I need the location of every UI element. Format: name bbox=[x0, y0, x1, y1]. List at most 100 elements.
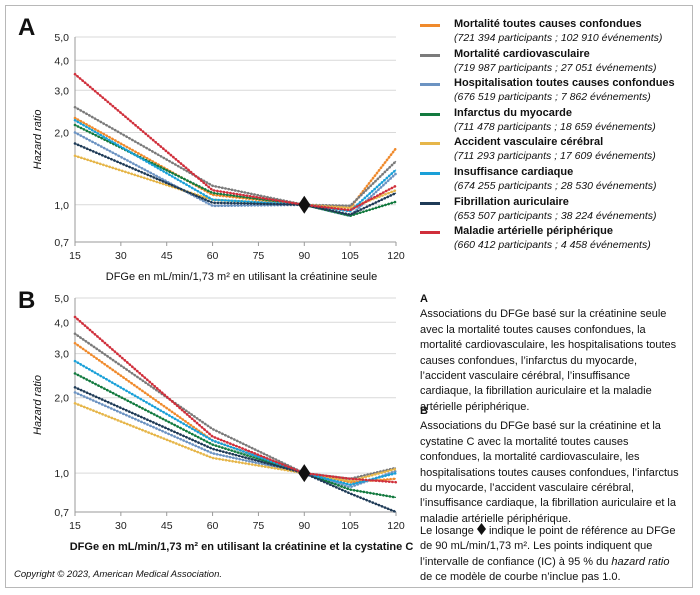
legend-item: Mortalité cardiovasculaire (719 987 parti… bbox=[412, 48, 684, 78]
legend-sub: (660 412 participants ; 4 458 événements… bbox=[454, 239, 651, 252]
reference-diamond bbox=[298, 464, 311, 483]
legend-item: Hospitalisation toutes causes confondues… bbox=[412, 77, 684, 107]
legend-name: Mortalité toutes causes confondues bbox=[454, 18, 642, 30]
chart-b: 0,7 1,0 2,0 3,0 4,0 5,0 15 30 45 60 75 90 105 120 Haza… bbox=[32, 293, 414, 553]
legend-item: Mortalité toutes causes confondues (721 3… bbox=[412, 18, 684, 48]
x-tick-label: 60 bbox=[207, 250, 219, 262]
x-tick-label: 30 bbox=[115, 250, 127, 262]
legend-name: Insuffisance cardiaque bbox=[454, 165, 574, 178]
y-tick-label: 0,7 bbox=[54, 507, 69, 519]
x-tick-label: 45 bbox=[161, 520, 173, 532]
note-diamond-before: Le losange bbox=[420, 525, 474, 537]
legend-item: Insuffisance cardiaque (674 255 participa… bbox=[412, 166, 684, 196]
x-tick-label: 15 bbox=[69, 250, 81, 262]
legend-sub: (676 519 participants ; 7 862 événements… bbox=[454, 91, 651, 104]
legend-sub: (721 394 participants ; 102 910 événemen… bbox=[454, 32, 663, 44]
x-tick-label: 120 bbox=[387, 520, 405, 532]
x-tick-label: 60 bbox=[207, 520, 219, 532]
series-dots bbox=[73, 315, 398, 484]
copyright: Copyright © 2023, American Medical Assoc… bbox=[14, 569, 223, 580]
series-line bbox=[73, 332, 398, 481]
series-line bbox=[73, 116, 398, 210]
y-tick-label: 5,0 bbox=[54, 293, 69, 305]
legend-name: Fibrillation auriculaire bbox=[454, 195, 569, 208]
note-diamond: Le losange indique le point de référence… bbox=[420, 523, 682, 586]
x-axis-label: DFGe en mL/min/1,73 m² en utilisant la c… bbox=[106, 271, 377, 283]
y-tick-label: 3,0 bbox=[54, 349, 69, 361]
series-dots bbox=[73, 386, 398, 514]
y-tick-label: 5,0 bbox=[54, 32, 69, 44]
y-tick-label: 0,7 bbox=[54, 237, 69, 249]
diamond-icon bbox=[476, 523, 486, 535]
legend-sub: (674 255 participants ; 28 530 événement… bbox=[454, 179, 657, 192]
legend-name: Hospitalisation toutes causes confondues bbox=[454, 77, 675, 90]
legend-swatch bbox=[420, 53, 440, 57]
legend: Mortalité toutes causes confondues (721 3… bbox=[412, 18, 684, 255]
legend-swatch bbox=[420, 83, 440, 87]
series-dots bbox=[73, 116, 398, 210]
note-diamond-end: de ce modèle de courbe n’inclue pas 1.0. bbox=[420, 571, 621, 584]
legend-name: Infarctus du myocarde bbox=[454, 106, 572, 119]
legend-sub: (711 293 participants ; 17 609 événement… bbox=[454, 150, 656, 163]
x-tick-label: 75 bbox=[253, 520, 265, 532]
x-tick-label: 15 bbox=[69, 520, 81, 532]
y-axis-label: Hazard ratio bbox=[32, 375, 44, 435]
y-tick-label: 2,0 bbox=[54, 393, 69, 405]
x-tick-label: 45 bbox=[161, 250, 173, 262]
series-line bbox=[73, 142, 398, 217]
x-axis-label: DFGe en mL/min/1,73 m² en utilisant la c… bbox=[70, 541, 414, 553]
x-tick-label: 90 bbox=[298, 250, 310, 262]
note-a: A Associations du DFGe basé sur la créat… bbox=[420, 292, 682, 415]
x-tick-label: 105 bbox=[341, 250, 359, 262]
legend-name: Accident vasculaire cérébral bbox=[454, 136, 604, 149]
x-tick-label: 120 bbox=[387, 250, 405, 262]
series-dots bbox=[73, 332, 398, 481]
note-b-head: B bbox=[420, 405, 428, 417]
note-diamond-italic: hazard ratio bbox=[611, 555, 670, 568]
y-tick-label: 2,0 bbox=[54, 128, 69, 140]
legend-sub: (719 987 participants ; 27 051 événement… bbox=[454, 61, 657, 74]
legend-item: Fibrillation auriculaire (653 507 partici… bbox=[412, 196, 684, 226]
panel-b-letter: B bbox=[18, 287, 36, 314]
chart-a: 0,7 1,0 2,0 3,0 4,0 5,0 15 30 45 60 75 90 105 120 Haza… bbox=[32, 32, 405, 283]
note-b: B Associations du DFGe basé sur la créat… bbox=[420, 404, 682, 527]
note-a-text: Associations du DFGe basé sur la créatin… bbox=[420, 308, 677, 413]
series-dots bbox=[73, 123, 398, 218]
x-tick-label: 30 bbox=[115, 520, 127, 532]
y-tick-label: 1,0 bbox=[54, 468, 69, 480]
legend-name: Mortalité cardiovasculaire bbox=[454, 47, 590, 60]
x-tick-label: 105 bbox=[341, 520, 359, 532]
series-line bbox=[73, 315, 398, 484]
series-dots bbox=[73, 154, 398, 210]
y-tick-label: 4,0 bbox=[54, 55, 69, 67]
legend-item: Infarctus du myocarde (711 478 participan… bbox=[412, 107, 684, 137]
series-path bbox=[74, 333, 397, 480]
series-dots bbox=[73, 105, 398, 208]
legend-item: Accident vasculaire cérébral (711 293 par… bbox=[412, 136, 684, 166]
legend-swatch bbox=[420, 201, 440, 205]
legend-swatch bbox=[420, 24, 440, 27]
series-path bbox=[74, 117, 397, 209]
legend-sub: (653 507 participants ; 38 224 événement… bbox=[454, 209, 657, 222]
legend-name: Maladie artérielle périphérique bbox=[454, 225, 613, 238]
legend-swatch bbox=[420, 171, 440, 175]
figure-frame bbox=[5, 5, 693, 588]
legend-item: Maladie artérielle périphérique (660 412 … bbox=[412, 225, 684, 255]
note-b-text: Associations du DFGe basé sur la créatin… bbox=[420, 420, 679, 525]
y-tick-label: 4,0 bbox=[54, 317, 69, 329]
legend-sub: (711 478 participants ; 18 659 événement… bbox=[454, 120, 656, 133]
series-dots bbox=[73, 142, 398, 217]
series-line bbox=[73, 105, 398, 208]
series-line bbox=[73, 386, 398, 514]
series-path bbox=[74, 316, 397, 483]
y-axis-label: Hazard ratio bbox=[32, 110, 44, 170]
y-tick-label: 1,0 bbox=[54, 200, 69, 212]
note-a-head: A bbox=[420, 293, 428, 305]
x-tick-label: 75 bbox=[253, 250, 265, 262]
reference-diamond bbox=[298, 195, 311, 214]
panel-a-letter: A bbox=[18, 14, 36, 41]
x-tick-label: 90 bbox=[298, 520, 310, 532]
y-tick-label: 3,0 bbox=[54, 85, 69, 97]
legend-swatch bbox=[420, 112, 440, 116]
note-diamond-after: indique le point de référence au DFGe de… bbox=[420, 525, 676, 568]
